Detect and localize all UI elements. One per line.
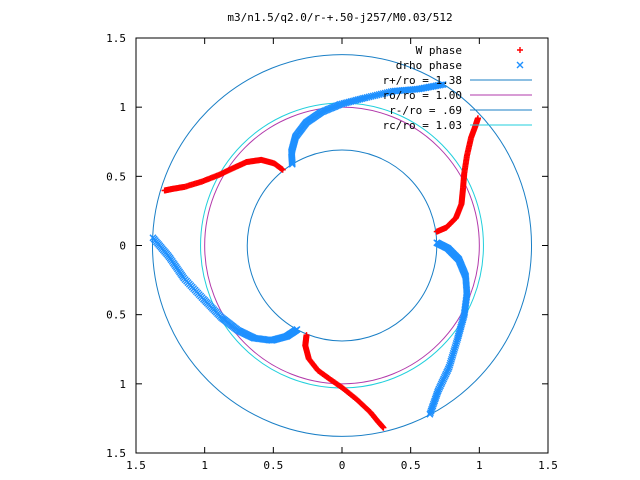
legend-label: drho phase [396, 59, 462, 72]
drho-phase-point [426, 409, 434, 417]
drho-phase-point [451, 343, 459, 351]
drho-phase-point [453, 336, 461, 344]
drho-phase-point [437, 81, 445, 89]
drho-phase-point [446, 359, 454, 367]
y-tick-label: 0.5 [106, 309, 126, 322]
x-tick-label: 1.5 [538, 459, 558, 472]
legend-label: rc/ro = 1.03 [383, 119, 462, 132]
circle-1-38 [151, 54, 533, 437]
drho-phase-point [439, 80, 447, 88]
plot-frame [135, 37, 549, 454]
drho-phase-point [449, 349, 457, 357]
drho-phase-point [446, 361, 454, 369]
legend-label: W phase [416, 44, 462, 57]
y-tick-label: 1 [119, 101, 126, 114]
x-tick-label: 0.5 [263, 459, 283, 472]
series-W-phase [161, 115, 481, 431]
y-tick-label: 1 [119, 378, 126, 391]
drho-phase-point [448, 353, 456, 361]
w-phase-point [474, 115, 481, 122]
x-tick-label: 1.5 [126, 459, 146, 472]
drho-phase-point [452, 342, 460, 349]
drho-phase-point [453, 338, 461, 346]
drho-phase-point [450, 347, 458, 355]
drho-phase-point [450, 345, 458, 353]
legend-label: r+/ro = 1.38 [383, 74, 462, 87]
legend-label: r-/ro = .69 [389, 104, 462, 117]
legend-marker [516, 61, 524, 69]
x-tick-label: 1 [476, 459, 483, 472]
drho-phase-point [447, 357, 455, 365]
drho-phase-point [149, 234, 157, 242]
legend: W phase drho phase r+/ro = 1.38 ro/ro = 1.0… [383, 44, 532, 132]
y-tick-label: 0 [119, 240, 126, 253]
drho-phase-point [452, 340, 460, 348]
x-tick-label: 0 [339, 459, 346, 472]
x-tick-label: 1 [201, 459, 208, 472]
x-tick-label: 0.5 [401, 459, 421, 472]
drho-phase-point [426, 410, 434, 418]
w-phase-point [161, 187, 168, 194]
chart-title: m3/n1.5/q2.0/r-+.50-j257/M0.03/512 [227, 11, 452, 24]
y-tick-label: 1.5 [106, 32, 126, 45]
w-phase-point [380, 424, 387, 431]
legend-marker [517, 47, 523, 53]
drho-phase-point [449, 351, 457, 359]
y-tick-label: 0.5 [106, 170, 126, 183]
legend-label: ro/ro = 1.00 [383, 89, 462, 102]
series-drho-phase [149, 80, 471, 418]
y-tick-label: 1.5 [106, 447, 126, 460]
plot-area [149, 54, 533, 437]
circle-0-69 [246, 149, 438, 342]
drho-phase-point [447, 355, 455, 363]
axes: 1.5 1 0.5 0 0.5 1 1.51.510.500.511.5 [106, 32, 558, 472]
